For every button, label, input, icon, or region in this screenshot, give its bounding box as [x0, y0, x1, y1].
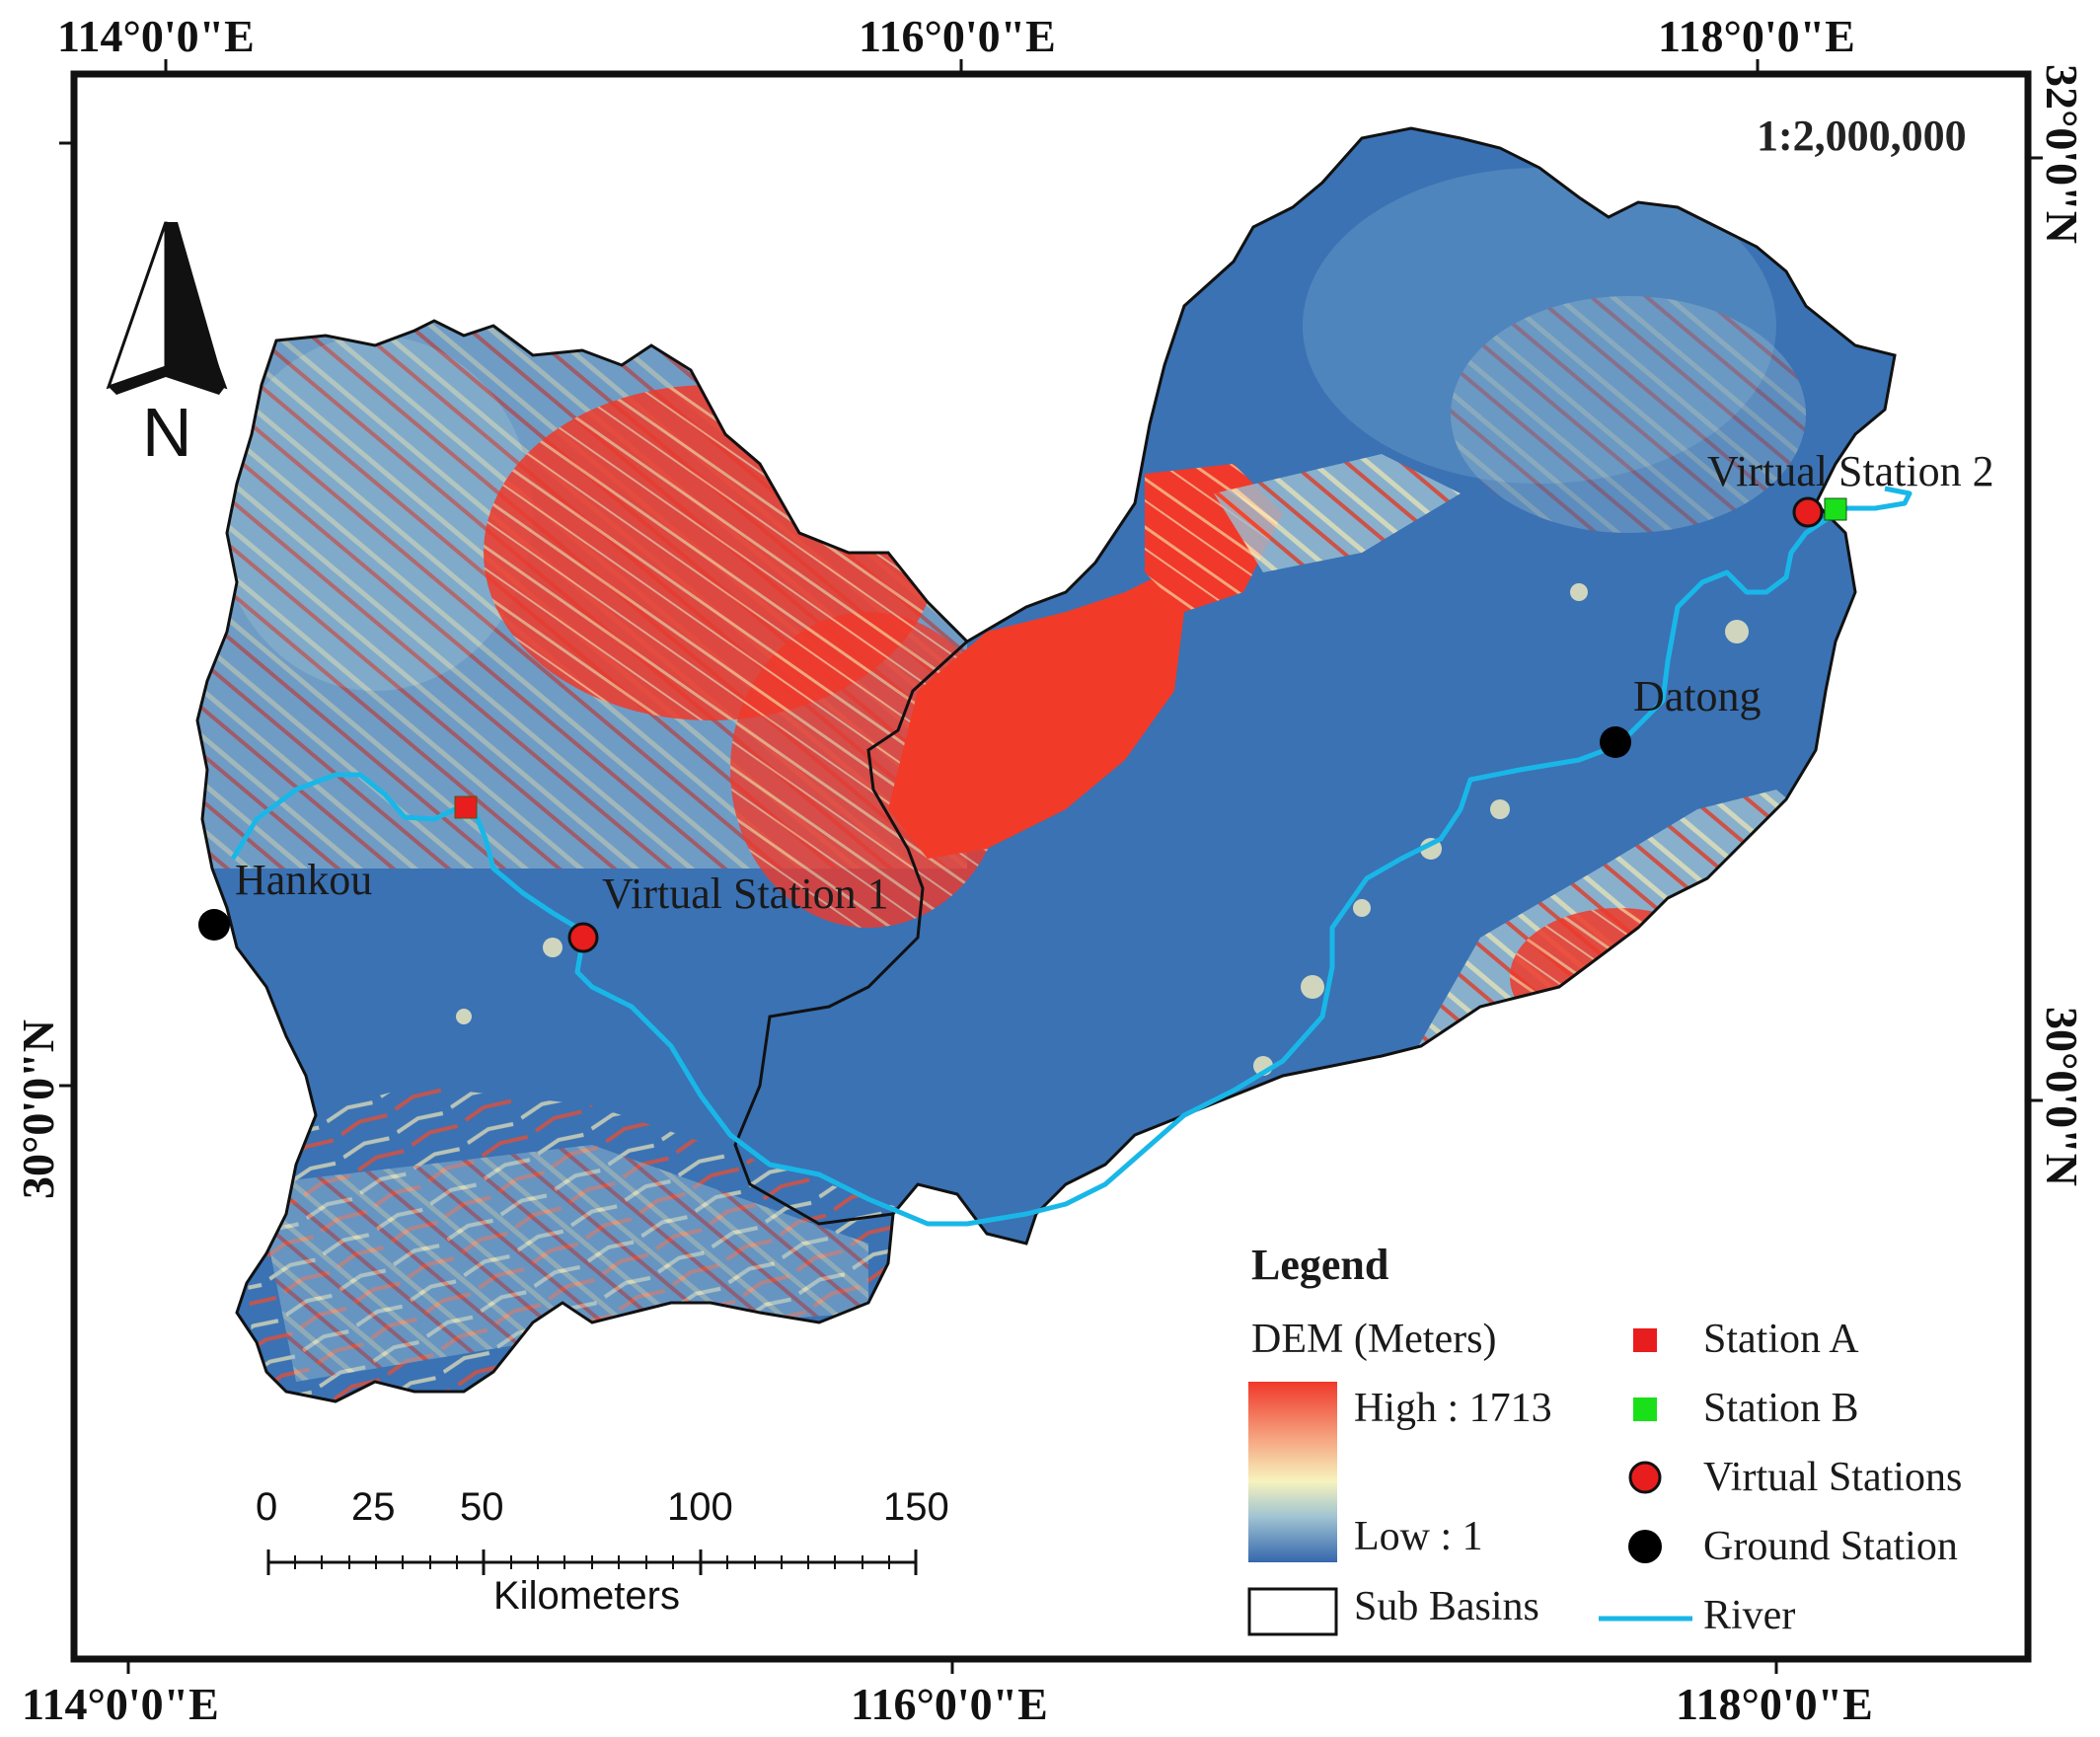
ground-station-hankou-marker	[198, 909, 230, 941]
top-label-114: 114°0'0"E	[57, 11, 255, 61]
virtual-station-2-marker	[1792, 496, 1824, 528]
top-label-118: 118°0'0"E	[1658, 11, 1855, 61]
scale-tick-0: 0	[256, 1485, 278, 1529]
scale-tick-100: 100	[667, 1485, 733, 1529]
label-virtual-station-2: Virtual Station 2	[1707, 447, 1994, 495]
bottom-label-116: 116°0'0"E	[851, 1679, 1048, 1729]
label-hankou: Hankou	[235, 856, 373, 904]
bottom-label-114: 114°0'0"E	[22, 1679, 219, 1729]
top-label-116: 116°0'0"E	[859, 11, 1056, 61]
river-line	[230, 486, 1912, 1227]
legend-station-b-swatch	[1633, 1397, 1657, 1421]
bottom-label-118: 118°0'0"E	[1676, 1679, 1873, 1729]
north-label: N	[142, 394, 192, 471]
ground-station-datong-marker	[1600, 726, 1631, 758]
legend-station-a: Station A	[1703, 1317, 1859, 1362]
legend-ground-station: Ground Station	[1703, 1524, 1958, 1569]
scale-tick-150: 150	[883, 1485, 949, 1529]
right-label-30: 30°0'0"N	[2037, 1007, 2087, 1186]
virtual-station-1-marker	[567, 922, 599, 953]
legend-station-a-swatch	[1633, 1328, 1657, 1352]
scale-tick-25: 25	[351, 1485, 396, 1529]
legend-sub-basins: Sub Basins	[1354, 1584, 1539, 1629]
scale-bar	[266, 1549, 918, 1575]
left-label-30: 30°0'0"N	[13, 1020, 63, 1199]
label-datong: Datong	[1633, 672, 1762, 720]
scale-ratio: 1:2,000,000	[1757, 112, 1967, 160]
north-arrow	[106, 221, 228, 395]
legend-dem-high: High : 1713	[1354, 1386, 1552, 1431]
legend-ground-station-swatch	[1628, 1530, 1662, 1563]
legend-title: Legend	[1251, 1241, 1389, 1289]
legend-virtual-stations: Virtual Stations	[1703, 1455, 1963, 1500]
scale-unit: Kilometers	[493, 1574, 680, 1618]
legend-station-b: Station B	[1703, 1386, 1859, 1431]
right-label-32: 32°0'0"N	[2037, 64, 2087, 244]
legend-sub-basins-swatch	[1247, 1587, 1338, 1636]
scale-tick-50: 50	[460, 1485, 504, 1529]
label-virtual-station-1: Virtual Station 1	[602, 869, 889, 918]
legend-river: River	[1703, 1593, 1796, 1638]
legend-dem-low: Low : 1	[1354, 1514, 1483, 1559]
legend-dem-title: DEM (Meters)	[1251, 1317, 1497, 1362]
legend-dem-ramp	[1248, 1382, 1337, 1562]
basin-outline	[195, 126, 1897, 1403]
station-a-marker	[454, 795, 478, 819]
legend-virtual-stations-swatch	[1628, 1461, 1662, 1494]
station-b-marker	[1824, 497, 1847, 521]
sub-basin-divide	[733, 640, 969, 1226]
